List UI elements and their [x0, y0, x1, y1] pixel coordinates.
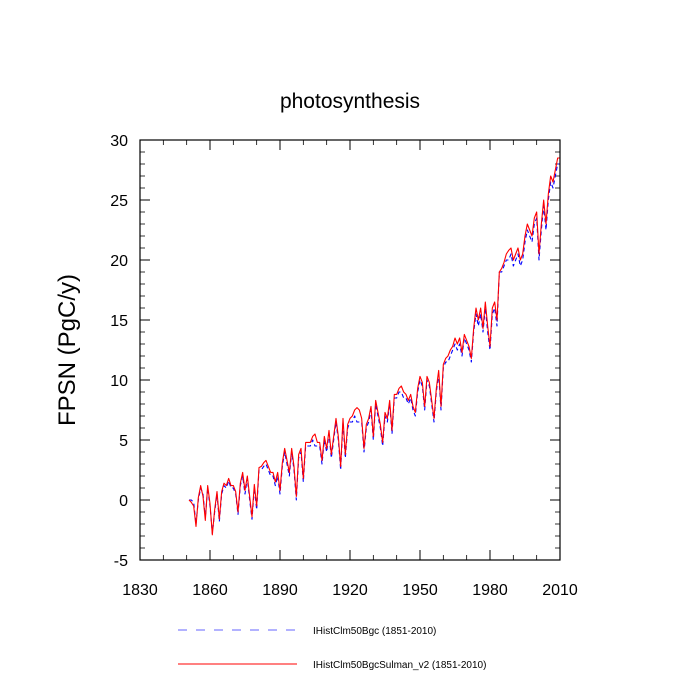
axis-ticks: -5 0 5 10 15 20 25 30 1830 1860 1890 1920 1950 1980 20…: [110, 133, 578, 599]
x-tick-label: 1830: [122, 582, 158, 599]
y-tick-label: -5: [114, 553, 128, 570]
legend: IHistClm50Bgc (1851-2010) IHistClm50BgcS…: [178, 626, 486, 671]
legend-entry: IHistClm50Bgc (1851-2010): [178, 626, 436, 637]
legend-label-ihistclm50bgcsulman-v2: IHistClm50BgcSulman_v2 (1851-2010): [313, 660, 486, 671]
x-tick-label: 1950: [402, 582, 438, 599]
chart-title: photosynthesis: [280, 90, 420, 113]
y-tick-label: 25: [110, 193, 128, 210]
x-tick-label: 1980: [472, 582, 508, 599]
data-series: [188, 157, 560, 536]
x-tick-label: 2010: [542, 582, 578, 599]
y-tick-label: 10: [110, 373, 128, 390]
x-tick-label: 1920: [332, 582, 368, 599]
legend-entry: IHistClm50BgcSulman_v2 (1851-2010): [178, 660, 486, 671]
series-line-ihistclm50bgc: [189, 163, 560, 535]
series-line-ihistclm50bgcsulman-v2: [188, 157, 560, 536]
y-tick-label: 20: [110, 253, 128, 270]
y-tick-label: 0: [119, 493, 128, 510]
legend-label-ihistclm50bgc: IHistClm50Bgc (1851-2010): [313, 626, 436, 637]
x-tick-label: 1860: [192, 582, 228, 599]
y-tick-label: 30: [110, 133, 128, 150]
y-axis-title: FPSN (PgC/y): [54, 274, 81, 426]
plot-frame: [139, 139, 561, 561]
y-tick-label: 5: [119, 433, 128, 450]
x-tick-label: 1890: [262, 582, 298, 599]
y-tick-label: 15: [110, 313, 128, 330]
